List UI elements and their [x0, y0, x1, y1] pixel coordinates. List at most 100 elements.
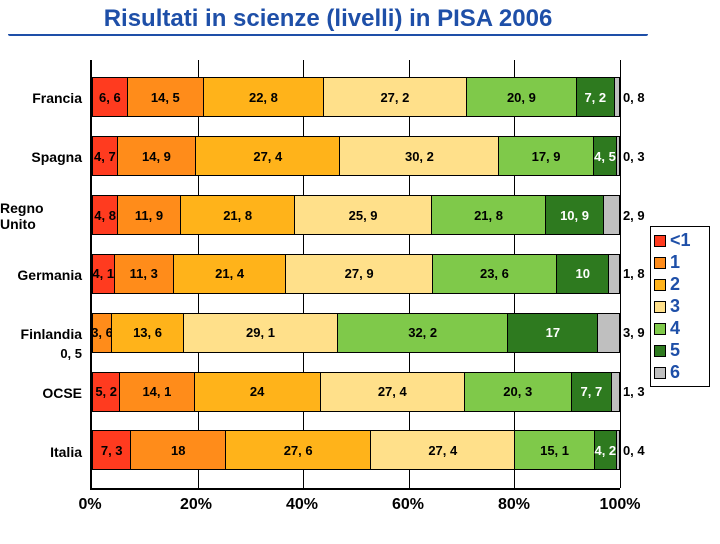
- bar-segment: 15, 1: [515, 431, 594, 469]
- bar-segment: 27, 2: [324, 78, 467, 116]
- x-tick-label: 80%: [498, 496, 530, 514]
- bar-row: 7, 31827, 627, 415, 14, 20, 4: [92, 430, 620, 470]
- bar-segment: 1, 3: [612, 373, 619, 411]
- legend-label: 2: [670, 274, 680, 295]
- bar-segment: 27, 6: [226, 431, 371, 469]
- bar-segment: 1, 8: [609, 255, 618, 293]
- legend: <1123456: [650, 226, 710, 387]
- legend-item: 1: [654, 252, 706, 273]
- bar-segment: 7, 7: [572, 373, 613, 411]
- bar-segment: 14, 1: [120, 373, 194, 411]
- segment-value-label: 0, 8: [623, 90, 645, 105]
- segment-value-label: 3, 9: [623, 325, 645, 340]
- segment-value-label: 1, 8: [623, 266, 645, 281]
- bar-segment: 10, 9: [546, 196, 603, 234]
- bar-segment: 7, 2: [577, 78, 615, 116]
- bar-segment: 11, 3: [115, 255, 174, 293]
- legend-label: 3: [670, 296, 680, 317]
- bar-row: 3, 613, 629, 132, 2173, 9: [92, 313, 620, 353]
- y-axis-category-label: Italia: [0, 432, 86, 472]
- bar-segment: 3, 9: [598, 314, 619, 352]
- legend-item: 3: [654, 296, 706, 317]
- y-axis-category-label: Germania: [0, 255, 86, 295]
- bar-row: 4, 111, 321, 427, 923, 6101, 8: [92, 254, 620, 294]
- bar-segment: 14, 5: [128, 78, 204, 116]
- bar-segment: 0, 3: [617, 137, 619, 175]
- bar-segment: 20, 9: [467, 78, 577, 116]
- bar-segment: 5, 2: [93, 373, 120, 411]
- bar-segment: 18: [131, 431, 226, 469]
- gridline: [620, 60, 621, 488]
- legend-swatch: [654, 345, 666, 357]
- x-tick-label: 40%: [286, 496, 318, 514]
- bar-segment: 4, 1: [93, 255, 115, 293]
- bar-segment: 21, 4: [174, 255, 286, 293]
- bar-segment: 4, 5: [594, 137, 618, 175]
- y-axis-sublabel: 0, 5: [60, 346, 82, 361]
- bar-segment: 11, 9: [118, 196, 181, 234]
- bar-segment: 29, 1: [184, 314, 338, 352]
- legend-swatch: [654, 279, 666, 291]
- legend-swatch: [654, 235, 666, 247]
- bar-row: 5, 214, 12427, 420, 37, 71, 3: [92, 372, 620, 412]
- x-tick-label: 100%: [600, 496, 641, 514]
- bar-segment: 13, 6: [112, 314, 184, 352]
- legend-label: 4: [670, 318, 680, 339]
- bar-segment: 27, 4: [321, 373, 465, 411]
- legend-item: <1: [654, 230, 706, 251]
- bar-segment: 0, 4: [617, 431, 619, 469]
- bar-segment: 7, 3: [93, 431, 131, 469]
- y-axis-category-label: Finlandia0, 5: [0, 314, 86, 354]
- legend-item: 4: [654, 318, 706, 339]
- bar-segment: 3, 6: [93, 314, 112, 352]
- bar-segment: 21, 8: [432, 196, 547, 234]
- legend-swatch: [654, 257, 666, 269]
- bar-segment: 14, 9: [118, 137, 196, 175]
- chart-title: Risultati in scienze (livelli) in PISA 2…: [8, 4, 648, 34]
- bar-segment: 25, 9: [295, 196, 431, 234]
- x-tick-label: 0%: [78, 496, 101, 514]
- bar-segment: 30, 2: [340, 137, 499, 175]
- bar-segment: 32, 2: [338, 314, 508, 352]
- bar-segment: 27, 4: [371, 431, 515, 469]
- bar-segment: 21, 8: [181, 196, 296, 234]
- bar-segment: 2, 9: [604, 196, 619, 234]
- y-axis-category-label: Regno Unito: [0, 196, 86, 236]
- segment-value-label: 0, 4: [623, 443, 645, 458]
- bar-segment: 4, 2: [595, 431, 617, 469]
- legend-label: 5: [670, 340, 680, 361]
- legend-label: <1: [670, 230, 691, 251]
- bar-segment: 4, 7: [93, 137, 118, 175]
- bar-segment: 20, 3: [465, 373, 572, 411]
- bar-segment: 22, 8: [204, 78, 324, 116]
- bar-segment: 10: [557, 255, 610, 293]
- y-axis-category-label: Spagna: [0, 137, 86, 177]
- bar-segment: 0, 8: [615, 78, 619, 116]
- bar-row: 6, 614, 522, 827, 220, 97, 20, 8: [92, 77, 620, 117]
- segment-value-label: 2, 9: [623, 208, 645, 223]
- segment-value-label: 0, 3: [623, 149, 645, 164]
- legend-label: 6: [670, 362, 680, 383]
- y-axis-category-label: Francia: [0, 78, 86, 118]
- legend-swatch: [654, 301, 666, 313]
- x-axis: 0%20%40%60%80%100%: [90, 492, 620, 522]
- legend-label: 1: [670, 252, 680, 273]
- y-axis-category-label: OCSE: [0, 373, 86, 413]
- legend-item: 6: [654, 362, 706, 383]
- bar-segment: 6, 6: [93, 78, 128, 116]
- x-tick-label: 20%: [180, 496, 212, 514]
- bar-segment: 27, 4: [196, 137, 340, 175]
- bar-segment: 4, 8: [93, 196, 118, 234]
- x-tick-label: 60%: [392, 496, 424, 514]
- legend-swatch: [654, 323, 666, 335]
- chart-area: Francia Spagna Regno Unito Germania Finlandi…: [0, 54, 720, 534]
- bar-segment: 17: [508, 314, 598, 352]
- bar-row: 4, 714, 927, 430, 217, 94, 50, 3: [92, 136, 620, 176]
- legend-item: 5: [654, 340, 706, 361]
- segment-value-label: 1, 3: [623, 384, 645, 399]
- chart-title-bar: Risultati in scienze (livelli) in PISA 2…: [8, 4, 648, 40]
- bar-segment: 23, 6: [433, 255, 557, 293]
- bar-row: 4, 811, 921, 825, 921, 810, 92, 9: [92, 195, 620, 235]
- legend-swatch: [654, 367, 666, 379]
- y-axis-labels: Francia Spagna Regno Unito Germania Finlandi…: [0, 60, 86, 490]
